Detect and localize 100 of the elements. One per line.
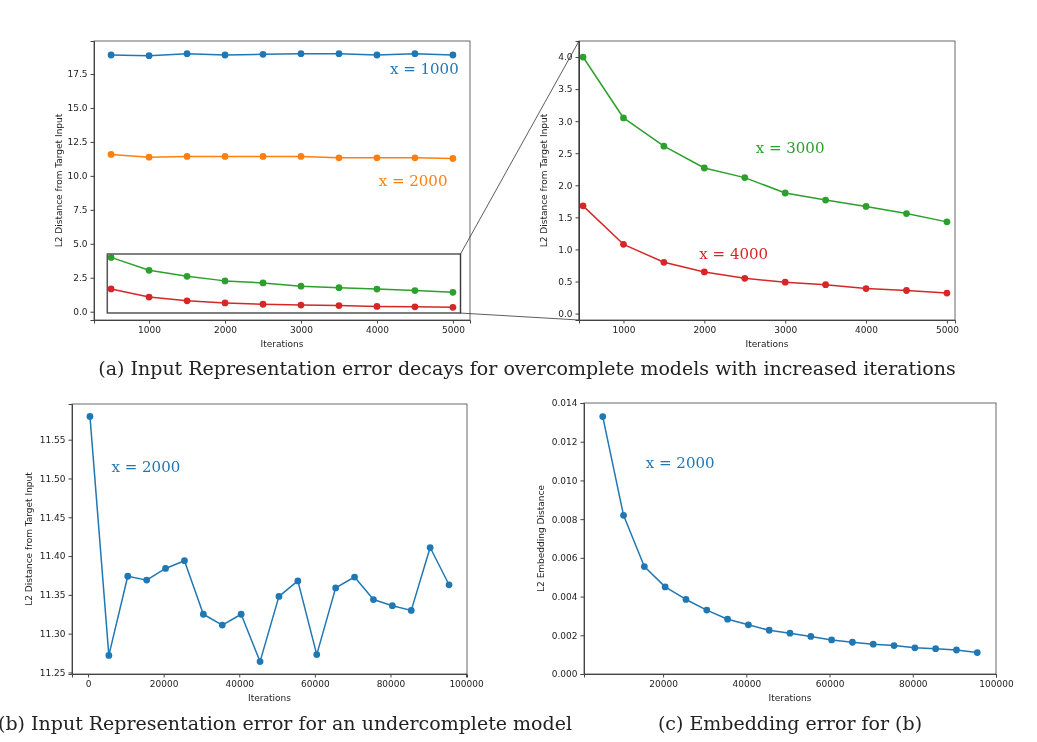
point [449,303,457,311]
point [741,174,749,181]
y-tick-label: 0.014 [551,398,578,409]
point [297,282,305,290]
point [199,610,207,618]
x-tick-label: 4000 [855,324,879,335]
point [869,640,877,648]
y-tick-label: 12.5 [67,137,88,148]
point [411,287,419,294]
point [86,413,94,420]
point [411,303,419,311]
y-tick-label: 2.0 [558,180,573,191]
x-axis-title: Iterations [745,339,789,349]
text: (b) Input Representation error for an undercomplete model [0,712,573,734]
point [388,602,396,610]
x-tick-label: 80000 [898,678,928,689]
point [294,577,302,585]
point [335,302,343,309]
point [183,50,191,58]
x-tick-label: 100000 [979,678,1014,689]
x-axis-title: Iterations [260,339,304,349]
point [373,285,381,293]
point [741,274,749,282]
x-tick-label: 40000 [225,678,255,689]
point [445,581,453,589]
point [620,511,627,519]
point [781,189,789,197]
x-tick-label: 5000 [441,324,466,335]
point [640,563,648,570]
point [162,565,169,572]
point [124,572,132,580]
point [183,297,191,305]
point [275,593,283,600]
y-axis-title: L2 Distance from Target Input [54,113,64,248]
point [682,596,690,603]
point [221,51,229,59]
x-tick-label: 3000 [774,324,798,335]
y-tick-label: 0.012 [551,437,578,448]
point [221,299,229,307]
y-axis-title: L2 Distance from Target Input [24,471,34,606]
point [807,633,815,640]
point [351,573,358,581]
point [700,164,708,172]
point [145,52,153,60]
point [183,272,191,280]
point [181,557,188,565]
point [183,153,191,160]
point [107,151,115,158]
point [373,154,381,162]
point [145,153,153,161]
point [862,285,870,292]
series-label: x = 3000 [755,138,825,157]
point [221,153,229,160]
series-label: x = 2000 [111,457,181,476]
point [237,610,245,618]
point [862,203,870,210]
y-tick-label: 0.006 [551,553,578,564]
point [449,288,457,296]
x-tick-label: 1000 [138,324,162,335]
y-tick-label: 0.000 [551,669,578,680]
y-tick-label: 7.5 [73,205,88,216]
y-tick-label: 17.5 [67,69,88,80]
point [903,287,910,294]
point [145,266,153,274]
point [411,154,419,162]
point [332,584,340,592]
point [105,652,113,659]
y-tick-label: 11.55 [39,435,66,446]
point [822,196,830,204]
point [313,651,321,658]
point [107,51,115,59]
point [335,154,343,162]
point [373,51,381,59]
y-tick-label: 11.45 [39,512,66,523]
y-tick-label: 11.35 [39,590,66,601]
point [370,596,377,603]
x-tick-label: 20000 [149,678,179,689]
y-tick-label: 5.0 [73,239,88,250]
point [660,258,668,266]
text: (a) Input Representation error decays for overcomplete models with increased iterations [98,357,956,379]
point [700,268,708,276]
y-tick-label: 4.0 [558,52,573,63]
point [426,544,434,551]
x-tick-label: 3000 [290,324,314,335]
point [407,607,415,614]
point [911,644,919,652]
text: x = 2000 [645,454,715,473]
point [373,303,381,310]
y-tick-label: 11.30 [39,629,66,640]
y-tick-label: 0.0 [73,307,88,318]
point [973,649,981,656]
y-tick-label: 2.5 [558,148,573,159]
point [256,658,264,665]
point [335,50,343,58]
x-tick-label: 0 [85,678,92,689]
point [620,114,627,122]
y-tick-label: 1.0 [558,244,573,255]
x-tick-label: 2000 [693,324,717,335]
point [953,646,960,654]
x-tick-label: 80000 [376,678,406,689]
